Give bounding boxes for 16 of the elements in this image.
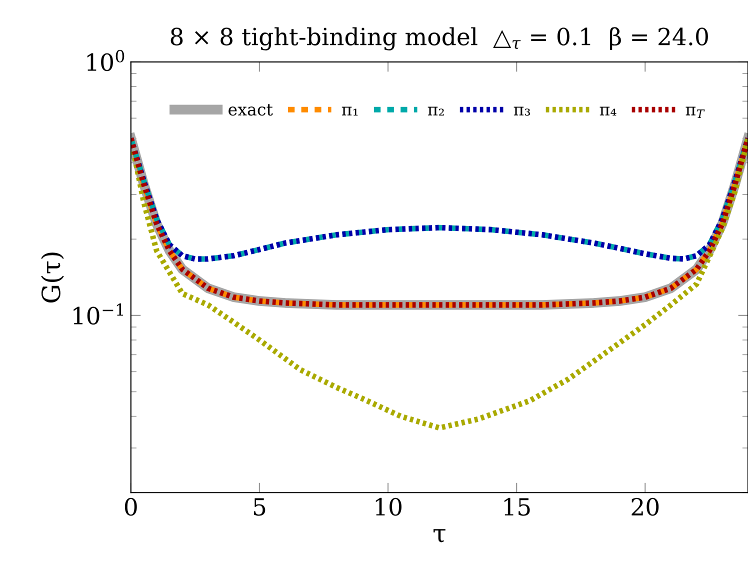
x-tick-label: 5 — [254, 498, 266, 516]
x-tick-label: 20 — [632, 498, 659, 516]
legend-label: π₂ — [428, 106, 444, 116]
y-tick-label: 10$^{−1}$ — [74, 303, 124, 325]
legend-label: π₁ — [342, 106, 358, 116]
y-tick-label: 10$^{0}$ — [87, 50, 124, 72]
x-tick-label: 15 — [504, 498, 530, 516]
legend-label: exact — [228, 104, 273, 116]
legend-label: π₃ — [514, 106, 530, 116]
x-tick-label: 10 — [376, 498, 402, 516]
x-tick-label: 0 — [124, 498, 137, 516]
chart-title: 8 × 8 tight-binding model △$_{τ}$ = 0.1 β = 24.0 — [170, 27, 708, 50]
x-axis-title: τ — [434, 529, 446, 542]
y-axis-title: G(τ) — [41, 252, 64, 303]
legend-label: π₄ — [600, 106, 616, 116]
legend-label: π$_{T}$ — [686, 106, 705, 118]
